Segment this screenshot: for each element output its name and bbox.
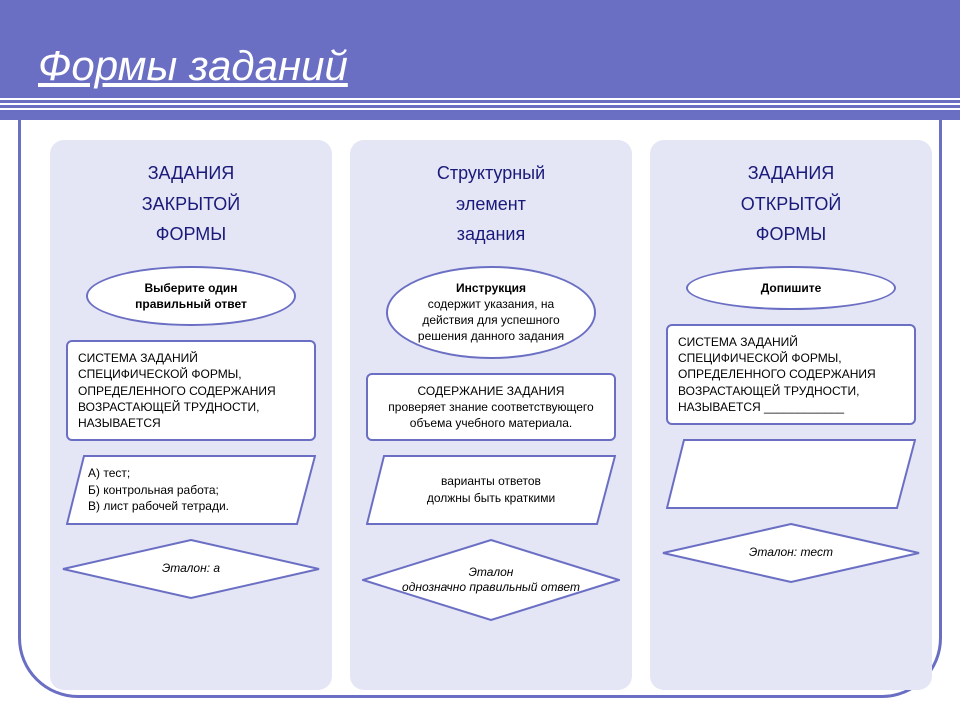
slide-title: Формы заданий [38, 42, 348, 90]
instruction-ellipse: Инструкциясодержит указания, на действия… [386, 266, 596, 359]
columns-container: ЗАДАНИЯ ЗАКРЫТОЙ ФОРМЫ Выберите один прав… [50, 140, 910, 690]
options-parallelogram: А) тест; Б) контрольная работа; В) лист … [66, 455, 316, 525]
answer-diamond: Эталон: a [62, 539, 320, 599]
content-rect: СИСТЕМА ЗАДАНИЙ СПЕЦИФИЧЕСКОЙ ФОРМЫ, ОПР… [66, 340, 316, 441]
instruction-ellipse: Допишите [686, 266, 896, 310]
column-2: ЗАДАНИЯ ОТКРЫТОЙ ФОРМЫ Допишите СИСТЕМА ЗА… [650, 140, 932, 690]
content-rect: СОДЕРЖАНИЕ ЗАДАНИЯ проверяет знание соот… [366, 373, 616, 442]
column-1: Структурный элемент задания Инструкциясод… [350, 140, 632, 690]
column-header: ЗАДАНИЯ ОТКРЫТОЙ ФОРМЫ [741, 158, 842, 250]
answer-diamond: Эталон: тест [662, 523, 920, 583]
content-rect: СИСТЕМА ЗАДАНИЙ СПЕЦИФИЧЕСКОЙ ФОРМЫ, ОПР… [666, 324, 916, 425]
header-rules [0, 98, 960, 113]
options-parallelogram: варианты ответов должны быть краткими [366, 455, 616, 525]
column-header: Структурный элемент задания [437, 158, 545, 250]
answer-diamond: Эталон однозначно правильный ответ [362, 539, 620, 621]
column-0: ЗАДАНИЯ ЗАКРЫТОЙ ФОРМЫ Выберите один прав… [50, 140, 332, 690]
instruction-ellipse: Выберите один правильный ответ [86, 266, 296, 326]
options-parallelogram [666, 439, 916, 509]
column-header: ЗАДАНИЯ ЗАКРЫТОЙ ФОРМЫ [142, 158, 240, 250]
